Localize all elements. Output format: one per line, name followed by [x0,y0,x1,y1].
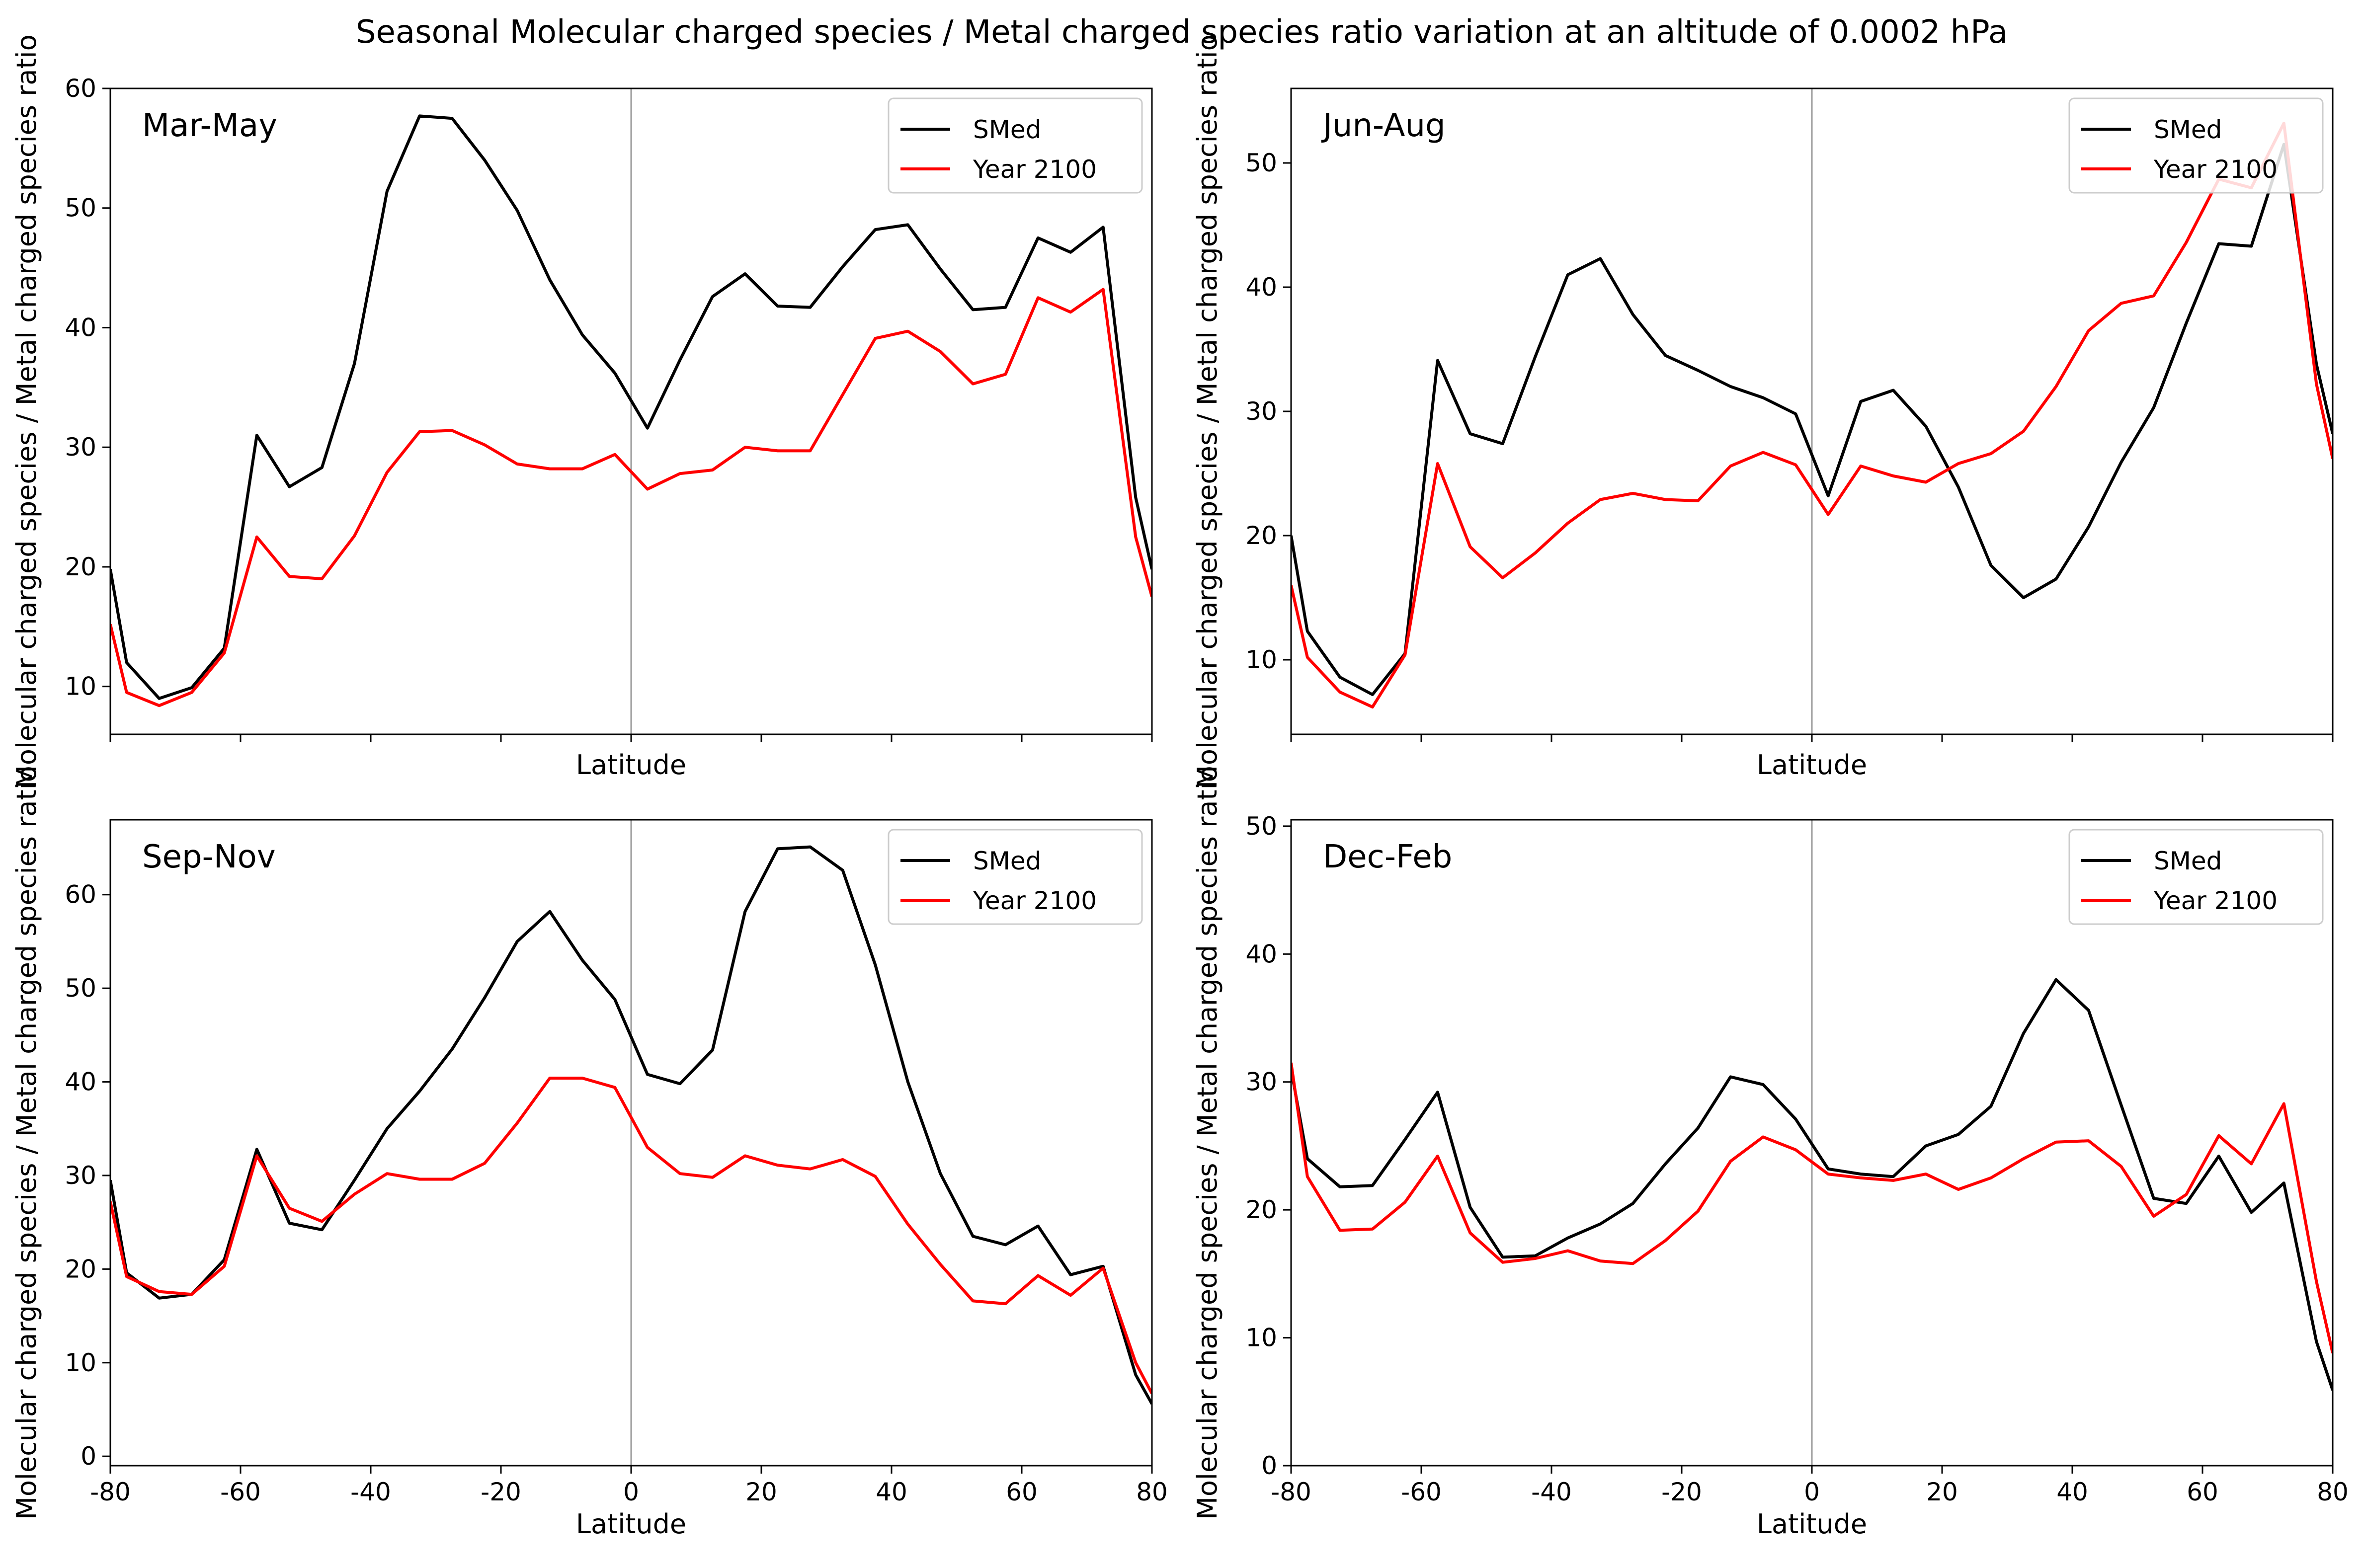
y-tick-label: 30 [65,1161,96,1190]
x-tick-label: 20 [1926,1478,1958,1506]
subplot-sep-nov: -80 -60 -40 -20 0 20 40 60 80 0 10 20 30 40 50 60 Latitu… [11,766,1168,1540]
legend-box [888,829,1143,925]
legend-box [2068,829,2324,925]
legend: SMed Year 2100 [888,829,1143,925]
legend: SMed Year 2100 [2068,829,2324,925]
y-tick-label: 0 [1261,1451,1277,1480]
series-line-smed [1291,143,2333,696]
x-tick-label: -40 [350,1478,391,1506]
y-tick-label: 20 [1245,521,1277,550]
x-tick-label: -60 [1401,1478,1442,1506]
legend-entry: Year 2100 [973,886,1097,915]
x-tick-label: 60 [2187,1478,2218,1506]
series-line-year-2100 [110,288,1152,707]
y-tick-label: 40 [65,313,96,342]
legend-box [2068,97,2324,194]
legend-entry: SMed [973,115,1041,144]
y-tick-label: 40 [1245,273,1277,302]
x-tick-label: 0 [623,1478,639,1506]
legend: SMed Year 2100 [888,97,1143,194]
figure-suptitle: Seasonal Molecular charged species / Met… [356,14,2008,51]
subplot-mar-may: 10 20 30 40 50 60 Latitude Molecular charged sp… [11,34,1153,788]
legend-entry: Year 2100 [973,155,1097,184]
season-label: Dec-Feb [1323,839,1452,875]
x-tick-label: 40 [876,1478,907,1506]
subplot-dec-feb: -80 -60 -40 -20 0 20 40 60 80 0 10 20 30 40 50 Latitude… [1192,766,2349,1540]
y-tick-label: 30 [1245,397,1277,426]
x-axis-label: Latitude [1757,749,1867,781]
series-line-year-2100 [1291,1062,2333,1354]
x-tick-label: -40 [1531,1478,1572,1506]
y-tick-label: 50 [1245,149,1277,177]
y-tick-label: 0 [81,1442,96,1471]
y-tick-label: 60 [65,74,96,103]
x-axis-label: Latitude [576,1508,686,1540]
season-label: Sep-Nov [142,839,276,875]
x-axis-label: Latitude [576,749,686,781]
x-tick-label: -80 [90,1478,131,1506]
legend-entry: Year 2100 [2153,886,2278,915]
x-tick-label: 0 [1804,1478,1820,1506]
y-axis-label: Molecular charged species / Metal charge… [11,766,42,1519]
legend-entry: SMed [2154,847,2222,875]
series-line-smed [110,114,1152,700]
season-label: Mar-May [142,107,277,144]
y-tick-label: 40 [65,1068,96,1097]
subplot-jun-aug: 10 20 30 40 50 Latitude Molecular charged spec… [1192,34,2334,788]
series-line-smed [110,845,1152,1405]
y-tick-label: 10 [1245,645,1277,674]
x-tick-label: 80 [1136,1478,1168,1506]
x-tick-label: 40 [2056,1478,2088,1506]
y-tick-label: 20 [1245,1195,1277,1224]
legend: SMed Year 2100 [2068,97,2324,194]
legend-entry: Year 2100 [2153,155,2278,184]
y-tick-label: 60 [65,880,96,909]
y-tick-label: 10 [1245,1324,1277,1352]
y-tick-label: 50 [65,194,96,223]
x-tick-label: 80 [2317,1478,2349,1506]
legend-entry: SMed [2154,115,2222,144]
y-tick-label: 20 [65,552,96,581]
x-tick-label: -60 [220,1478,261,1506]
y-axis-label: Molecular charged species / Metal charge… [11,34,42,788]
x-axis-label: Latitude [1757,1508,1867,1540]
x-tick-label: 20 [745,1478,777,1506]
y-axis-label: Molecular charged species / Metal charge… [1192,34,1223,788]
y-tick-label: 30 [1245,1068,1277,1097]
y-tick-label: 30 [65,433,96,462]
x-tick-label: -80 [1271,1478,1311,1506]
y-tick-label: 10 [65,1348,96,1377]
y-tick-label: 10 [65,672,96,701]
series-line-year-2100 [110,1077,1152,1395]
legend-entry: SMed [973,847,1041,875]
x-tick-label: 60 [1006,1478,1038,1506]
y-tick-label: 40 [1245,940,1277,968]
series-line-year-2100 [1291,122,2333,708]
season-label: Jun-Aug [1321,107,1446,144]
y-tick-label: 20 [65,1254,96,1283]
legend-box [888,97,1143,194]
y-axis-label: Molecular charged species / Metal charge… [1192,766,1223,1519]
y-tick-label: 50 [1245,812,1277,841]
y-tick-label: 50 [65,974,96,1003]
x-tick-label: -20 [481,1478,521,1506]
series-line-smed [1291,978,2333,1391]
x-tick-label: -20 [1661,1478,1702,1506]
